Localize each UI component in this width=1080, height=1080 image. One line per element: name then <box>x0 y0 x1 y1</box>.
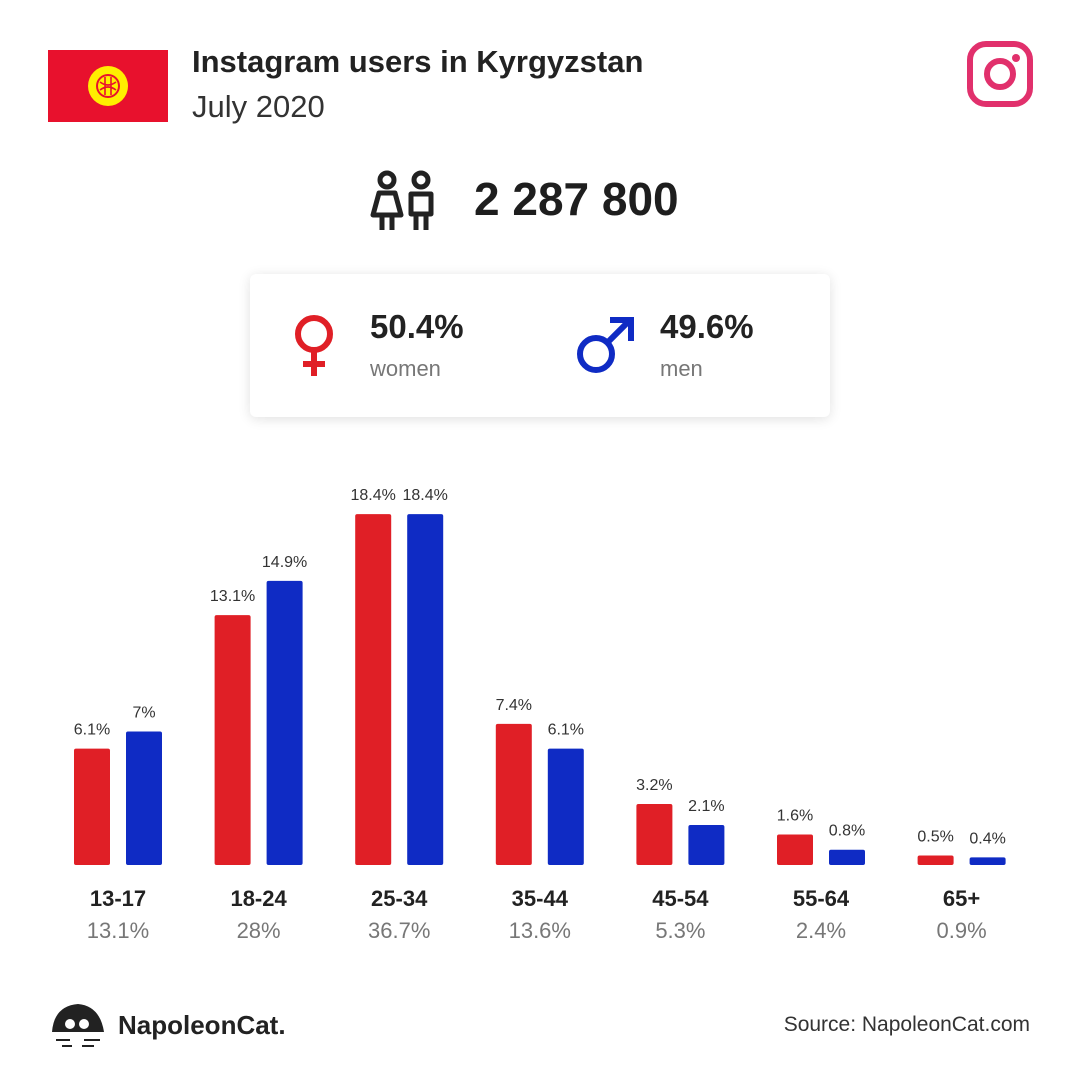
value-label: 2.1% <box>688 798 724 815</box>
category-total: 2.4% <box>796 918 846 943</box>
women-label: women <box>370 356 441 381</box>
users-icon <box>370 170 434 230</box>
male-icon <box>577 317 634 373</box>
value-label: 0.5% <box>917 828 953 845</box>
men-share: 49.6% <box>660 308 754 345</box>
bar <box>126 731 162 865</box>
men-label: men <box>660 356 703 381</box>
category-label: 25-34 <box>371 886 428 911</box>
instagram-logo <box>967 41 1033 107</box>
value-label: 6.1% <box>548 722 584 739</box>
category-label: 18-24 <box>230 886 287 911</box>
category-total: 5.3% <box>655 918 705 943</box>
subtitle: July 2020 <box>192 89 325 124</box>
category-label: 35-44 <box>512 886 569 911</box>
category-total: 13.6% <box>509 918 571 943</box>
value-label: 7% <box>132 705 155 722</box>
value-label: 18.4% <box>351 487 396 504</box>
value-label: 7.4% <box>496 697 532 714</box>
category-total: 36.7% <box>368 918 430 943</box>
napoleoncat-logo <box>52 1004 104 1047</box>
bar <box>688 824 725 865</box>
bar <box>266 580 303 865</box>
value-label: 3.2% <box>636 777 672 794</box>
chart: 6.1% 7% 13-17 13.1% 13.1% 14.9% 18-24 28% 18.4% 1… <box>74 487 1006 943</box>
bar <box>969 857 1006 865</box>
bar <box>917 855 954 865</box>
category-label: 65+ <box>943 886 980 911</box>
bar <box>636 803 673 865</box>
category-label: 45-54 <box>652 886 709 911</box>
brand: NapoleonCat. <box>118 1010 286 1040</box>
category-label: 13-17 <box>90 886 146 911</box>
women-share: 50.4% <box>370 308 464 345</box>
female-icon <box>295 315 333 376</box>
bar <box>547 748 584 865</box>
bar <box>777 834 813 865</box>
bar <box>74 748 110 865</box>
category-total: 13.1% <box>87 918 149 943</box>
total-users: 2 287 800 <box>474 173 679 225</box>
value-label: 6.1% <box>74 722 110 739</box>
category-label: 55-64 <box>793 886 850 911</box>
bar <box>407 514 444 865</box>
source: Source: NapoleonCat.com <box>783 1013 1030 1036</box>
bar <box>829 849 865 865</box>
value-label: 14.9% <box>262 554 307 571</box>
value-label: 0.8% <box>829 823 865 840</box>
value-label: 13.1% <box>210 588 255 605</box>
title: Instagram users in Kyrgyzstan <box>192 44 644 79</box>
bar <box>214 615 251 865</box>
category-total: 0.9% <box>937 918 987 943</box>
value-label: 18.4% <box>403 487 448 504</box>
value-label: 0.4% <box>969 830 1005 847</box>
flag <box>48 50 168 122</box>
gender-card: 50.4% women 49.6% men <box>250 274 830 417</box>
category-total: 28% <box>237 918 281 943</box>
value-label: 1.6% <box>777 807 813 824</box>
bar <box>495 723 532 865</box>
bar <box>355 514 392 865</box>
